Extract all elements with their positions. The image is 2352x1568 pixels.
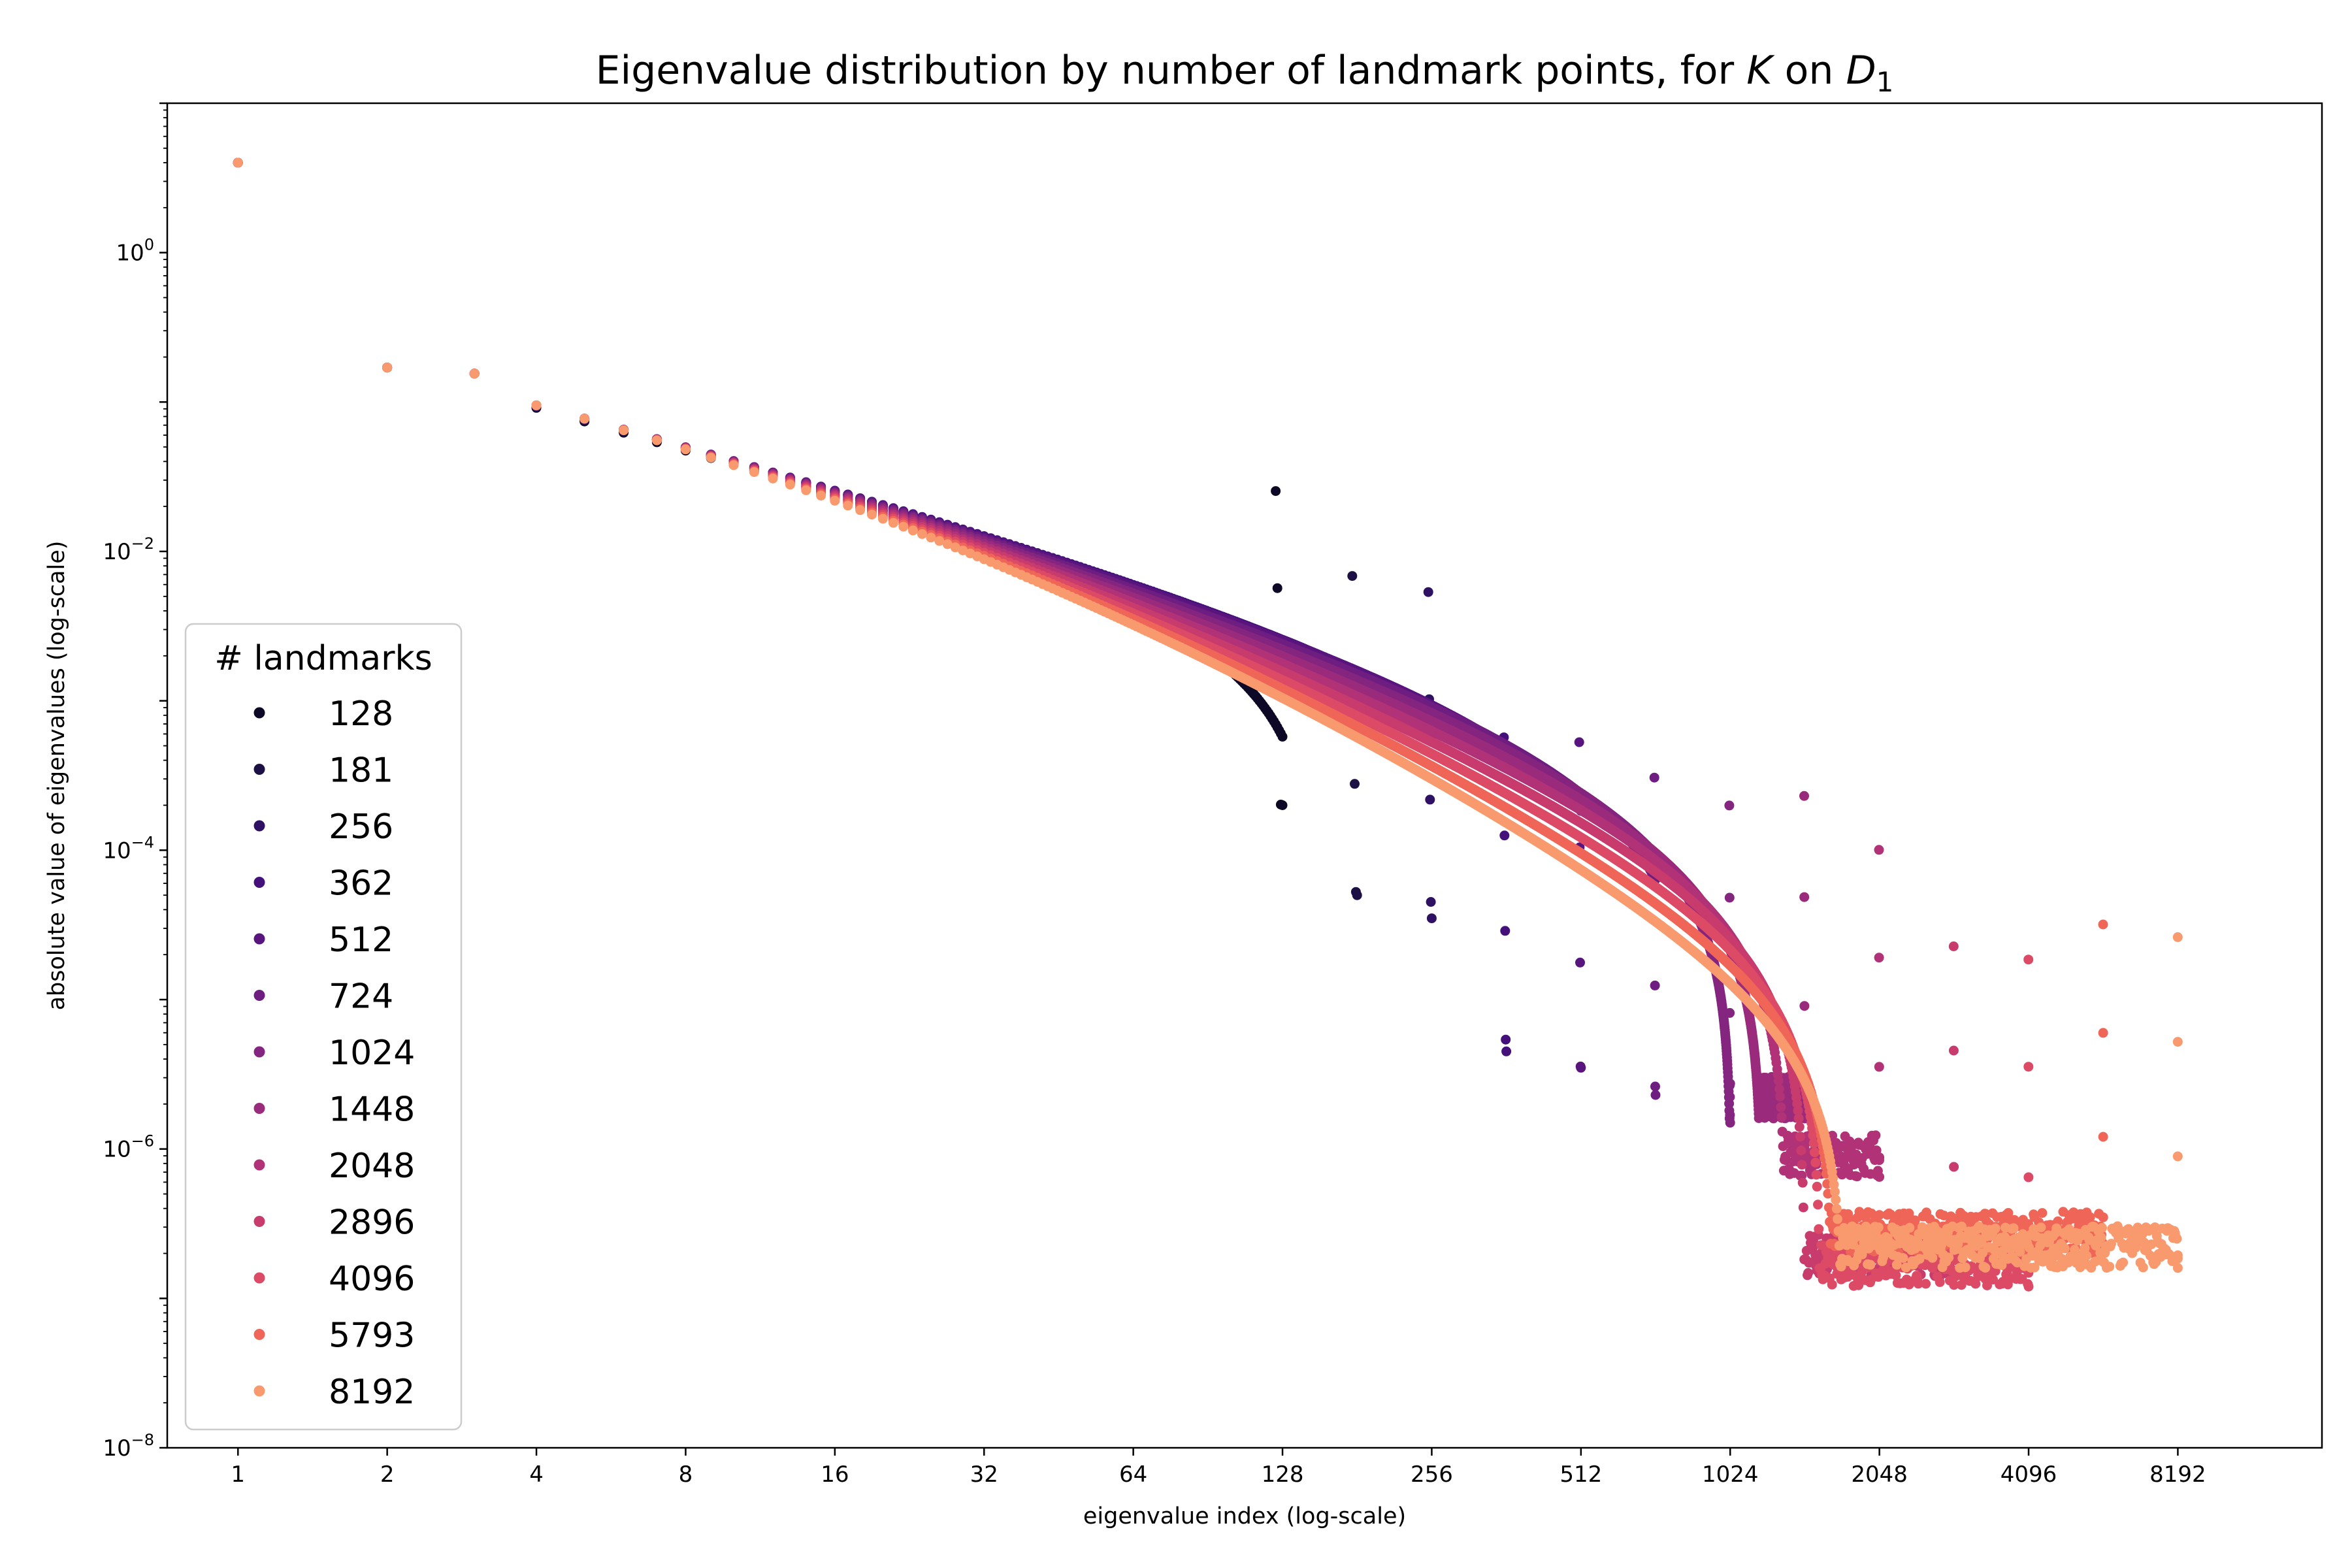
chart-title: Eigenvalue distribution by number of lan… [596,48,1894,98]
data-point [1350,779,1360,789]
data-point [1725,893,1735,903]
data-point [1347,571,1357,581]
data-point [1576,1063,1586,1073]
data-point [1424,587,1433,597]
data-point [1650,1082,1660,1092]
data-point [1575,958,1585,968]
data-point [1575,738,1584,747]
data-point [1278,732,1288,742]
data-point [1725,1008,1735,1018]
data-point [1425,794,1435,804]
data-point [1725,1079,1735,1088]
data-point [1271,486,1281,496]
data-point [1501,1035,1511,1045]
data-point [1650,981,1660,990]
data-point [1725,1118,1735,1128]
data-point [1650,773,1659,783]
data-point [1501,1047,1511,1056]
data-point [1799,791,1809,801]
data-point [1426,897,1436,907]
data-point [1500,926,1510,936]
data-point [1352,890,1362,900]
data-point [1499,830,1509,840]
data-point [1651,1090,1661,1100]
data-point [1427,913,1437,923]
data-point [1273,583,1282,593]
data-point [1278,800,1288,810]
data-point [1724,800,1734,810]
data-point [1799,892,1809,902]
data-point [1725,1092,1735,1102]
data-point [1799,1001,1809,1011]
